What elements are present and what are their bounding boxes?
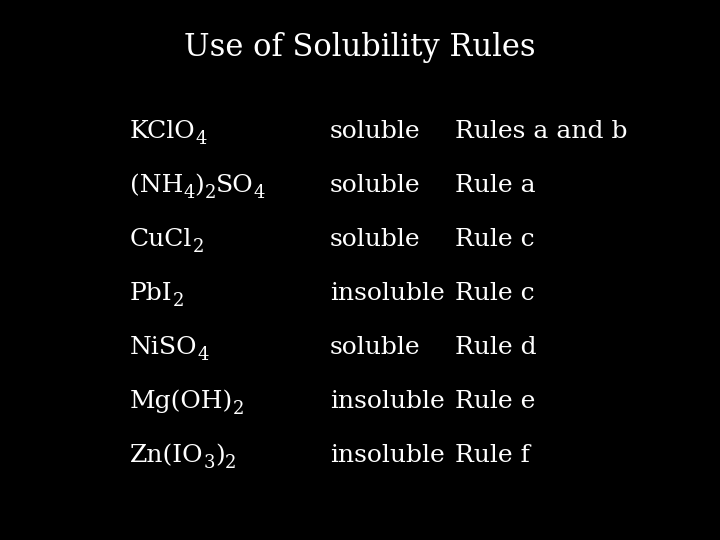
Text: 2: 2 (225, 454, 236, 472)
Text: Mg(OH): Mg(OH) (130, 389, 233, 413)
Text: soluble: soluble (330, 336, 420, 359)
Text: insoluble: insoluble (330, 390, 445, 413)
Text: 4: 4 (196, 130, 207, 148)
Text: insoluble: insoluble (330, 444, 445, 467)
Text: Use of Solubility Rules: Use of Solubility Rules (184, 32, 536, 63)
Text: 2: 2 (233, 400, 245, 418)
Text: Rule e: Rule e (455, 390, 536, 413)
Text: Rule f: Rule f (455, 444, 530, 467)
Text: 2: 2 (173, 292, 184, 310)
Text: 3: 3 (204, 454, 215, 472)
Text: KClO: KClO (130, 120, 196, 143)
Text: Rule c: Rule c (455, 228, 535, 251)
Text: 4: 4 (253, 184, 265, 202)
Text: 2: 2 (192, 238, 204, 256)
Text: ): ) (215, 444, 225, 467)
Text: CuCl: CuCl (130, 228, 192, 251)
Text: soluble: soluble (330, 228, 420, 251)
Text: Rule a: Rule a (455, 174, 536, 197)
Text: ): ) (194, 174, 204, 197)
Text: SO: SO (216, 174, 253, 197)
Text: 4: 4 (184, 184, 194, 202)
Text: 2: 2 (204, 184, 216, 202)
Text: PbI: PbI (130, 282, 173, 305)
Text: Zn(IO: Zn(IO (130, 444, 204, 467)
Text: soluble: soluble (330, 174, 420, 197)
Text: Rules a and b: Rules a and b (455, 120, 628, 143)
Text: Rule d: Rule d (455, 336, 536, 359)
Text: Rule c: Rule c (455, 282, 535, 305)
Text: (NH: (NH (130, 174, 184, 197)
Text: NiSO: NiSO (130, 336, 197, 359)
Text: soluble: soluble (330, 120, 420, 143)
Text: 4: 4 (197, 346, 209, 364)
Text: insoluble: insoluble (330, 282, 445, 305)
